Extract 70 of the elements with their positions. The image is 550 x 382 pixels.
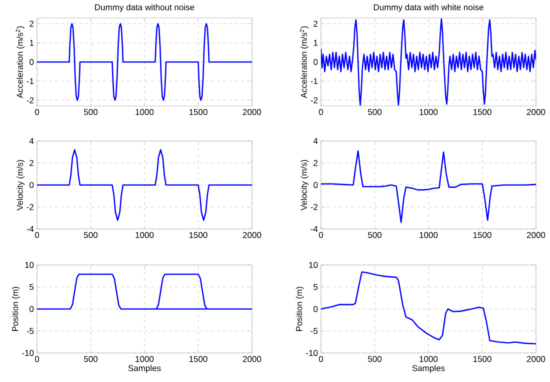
x-tick-label: 500 — [84, 356, 98, 362]
chart-title: Dummy data without noise — [95, 4, 194, 12]
y-tick-label: 1 — [314, 40, 318, 46]
y-tick-label: 1 — [30, 40, 34, 46]
y-tick-label: 10 — [309, 262, 318, 268]
x-tick-label: 0 — [318, 109, 324, 116]
y-axis-title: Position (m) — [296, 286, 304, 331]
x-tick-label: 2000 — [526, 232, 546, 238]
x-axis-title: Samples — [412, 364, 445, 373]
y-tick-label: 2 — [314, 160, 318, 166]
x-tick-label: 1500 — [189, 109, 208, 116]
x-tick-label: 1500 — [189, 356, 208, 362]
x-tick-label: 500 — [368, 109, 382, 116]
y-tick-label: -2 — [310, 204, 318, 210]
y-tick-label: -5 — [310, 328, 318, 334]
x-tick-label: 2000 — [242, 232, 262, 238]
y-tick-label: 5 — [314, 284, 318, 290]
x-tick-label: 2000 — [242, 356, 262, 362]
y-tick-label: 2 — [30, 160, 34, 166]
x-tick-label: 1000 — [136, 232, 154, 238]
x-tick-label: 1000 — [420, 109, 438, 116]
y-tick-label: -10 — [22, 350, 34, 356]
x-tick-label: 500 — [368, 232, 382, 238]
x-tick-label: 500 — [84, 109, 98, 116]
x-tick-label: 1500 — [189, 232, 208, 238]
y-axis-title: Velocity (m/s) — [300, 160, 309, 210]
x-tick-label: 1000 — [136, 356, 154, 362]
y-tick-label: 10 — [25, 262, 34, 268]
y-tick-label: -2 — [26, 204, 34, 210]
x-tick-label: 500 — [368, 356, 382, 362]
x-tick-label: 0 — [318, 356, 324, 362]
x-tick-label: 2000 — [526, 109, 546, 116]
y-axis-title: Velocity (m/s) — [16, 160, 25, 210]
y-tick-label: 2 — [314, 20, 318, 27]
y-tick-label: -1 — [310, 78, 318, 84]
x-tick-label: 0 — [34, 109, 40, 116]
y-tick-label: 5 — [30, 284, 34, 290]
y-tick-label: 0 — [30, 182, 34, 188]
x-tick-label: 1500 — [473, 356, 492, 362]
y-tick-label: 0 — [314, 182, 318, 188]
x-axis-title: Samples — [128, 364, 161, 373]
x-tick-label: 2000 — [526, 356, 546, 362]
x-tick-label: 1000 — [136, 109, 154, 116]
y-tick-label: 0 — [314, 306, 318, 312]
y-tick-label: 0 — [314, 58, 318, 65]
y-tick-label: -2 — [310, 97, 318, 104]
y-tick-label: 2 — [30, 20, 34, 27]
x-tick-label: 1000 — [420, 356, 438, 362]
y-axis-title: Acceleration (m/s$^{2}$) — [300, 26, 309, 98]
y-axis-title: Acceleration (m/s$^{2}$) — [16, 26, 25, 98]
x-tick-label: 0 — [318, 232, 324, 238]
x-tick-label: 0 — [34, 232, 40, 238]
x-tick-label: 2000 — [242, 109, 262, 116]
y-tick-label: 4 — [29, 138, 34, 144]
y-tick-label: -2 — [26, 97, 34, 104]
x-tick-label: 1500 — [473, 109, 492, 116]
y-tick-label: -5 — [26, 328, 34, 334]
y-tick-label: 0 — [30, 306, 34, 312]
chart-title: Dummy data with white noise — [374, 4, 484, 12]
y-tick-label: 0 — [30, 58, 34, 65]
x-tick-label: 0 — [34, 356, 40, 362]
y-tick-label: -1 — [26, 78, 34, 84]
y-axis-title: Position (m) — [12, 286, 20, 331]
y-tick-label: -4 — [310, 226, 318, 232]
y-tick-label: 4 — [313, 138, 318, 144]
x-tick-label: 1000 — [420, 232, 438, 238]
x-tick-label: 500 — [84, 232, 98, 238]
x-tick-label: 1500 — [473, 232, 492, 238]
y-tick-label: -10 — [306, 350, 318, 356]
y-tick-label: -4 — [26, 226, 34, 232]
